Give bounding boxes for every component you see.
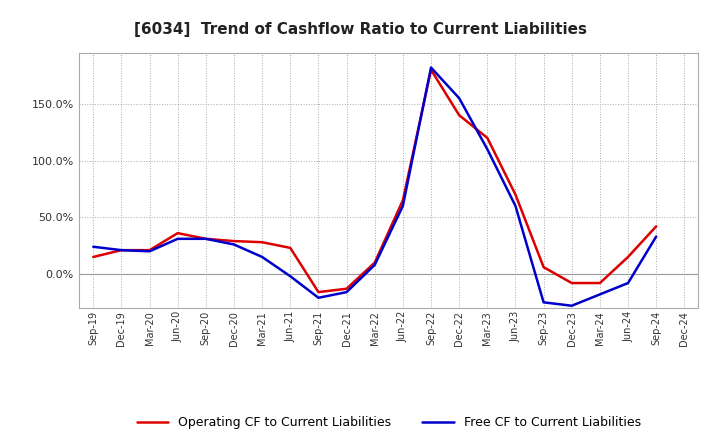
Free CF to Current Liabilities (539, 300, 548, 305)
Operating CF to Current Liabilities (511, 192, 520, 197)
Free CF to Current Liabilities (230, 242, 238, 247)
Operating CF to Current Liabilities (145, 248, 154, 253)
Operating CF to Current Liabilities (258, 239, 266, 245)
Line: Operating CF to Current Liabilities: Operating CF to Current Liabilities (94, 70, 656, 292)
Operating CF to Current Liabilities (342, 286, 351, 291)
Operating CF to Current Liabilities (89, 254, 98, 260)
Operating CF to Current Liabilities (567, 280, 576, 286)
Operating CF to Current Liabilities (483, 135, 492, 140)
Free CF to Current Liabilities (117, 248, 126, 253)
Line: Free CF to Current Liabilities: Free CF to Current Liabilities (94, 68, 656, 306)
Operating CF to Current Liabilities (202, 236, 210, 242)
Operating CF to Current Liabilities (314, 290, 323, 295)
Free CF to Current Liabilities (399, 203, 408, 209)
Legend: Operating CF to Current Liabilities, Free CF to Current Liabilities: Operating CF to Current Liabilities, Fre… (132, 411, 646, 434)
Free CF to Current Liabilities (258, 254, 266, 260)
Text: [6034]  Trend of Cashflow Ratio to Current Liabilities: [6034] Trend of Cashflow Ratio to Curren… (133, 22, 587, 37)
Free CF to Current Liabilities (174, 236, 182, 242)
Operating CF to Current Liabilities (455, 113, 464, 118)
Operating CF to Current Liabilities (652, 224, 660, 229)
Free CF to Current Liabilities (342, 290, 351, 295)
Free CF to Current Liabilities (427, 65, 436, 70)
Operating CF to Current Liabilities (286, 245, 294, 250)
Free CF to Current Liabilities (202, 236, 210, 242)
Free CF to Current Liabilities (483, 147, 492, 152)
Operating CF to Current Liabilities (230, 238, 238, 244)
Free CF to Current Liabilities (314, 295, 323, 301)
Free CF to Current Liabilities (595, 292, 604, 297)
Free CF to Current Liabilities (455, 95, 464, 101)
Operating CF to Current Liabilities (595, 280, 604, 286)
Free CF to Current Liabilities (286, 274, 294, 279)
Free CF to Current Liabilities (89, 244, 98, 249)
Operating CF to Current Liabilities (539, 264, 548, 270)
Operating CF to Current Liabilities (174, 231, 182, 236)
Free CF to Current Liabilities (145, 249, 154, 254)
Free CF to Current Liabilities (652, 234, 660, 239)
Operating CF to Current Liabilities (370, 260, 379, 265)
Operating CF to Current Liabilities (117, 248, 126, 253)
Operating CF to Current Liabilities (427, 67, 436, 73)
Free CF to Current Liabilities (624, 280, 632, 286)
Operating CF to Current Liabilities (399, 198, 408, 203)
Free CF to Current Liabilities (511, 203, 520, 209)
Free CF to Current Liabilities (370, 262, 379, 268)
Free CF to Current Liabilities (567, 303, 576, 308)
Operating CF to Current Liabilities (624, 254, 632, 260)
